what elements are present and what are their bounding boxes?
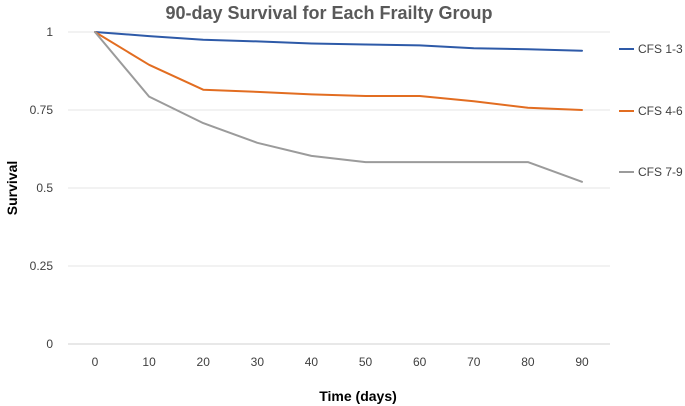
x-tick-label: 10 xyxy=(142,355,156,369)
x-tick-label: 70 xyxy=(467,355,481,369)
chart-title: 90-day Survival for Each Frailty Group xyxy=(165,3,492,23)
x-tick-label: 40 xyxy=(305,355,319,369)
x-axis-title: Time (days) xyxy=(319,388,397,404)
gridlines xyxy=(68,31,610,345)
x-axis-ticks: 0 10 20 30 40 50 60 70 80 90 xyxy=(92,355,589,369)
x-tick-label: 90 xyxy=(575,355,589,369)
y-axis-title: Survival xyxy=(4,161,20,215)
x-tick-label: 60 xyxy=(413,355,427,369)
series-line-3 xyxy=(94,31,583,183)
legend-label: CFS 7-9 xyxy=(638,165,683,179)
x-tick-label: 80 xyxy=(521,355,535,369)
y-tick-label: 0 xyxy=(46,337,53,351)
y-tick-label: 0.5 xyxy=(36,181,53,195)
y-axis-ticks: 0 0.25 0.5 0.75 1 xyxy=(30,25,54,351)
legend-label: CFS 1-3 xyxy=(638,42,683,56)
x-tick-label: 0 xyxy=(92,355,99,369)
y-tick-label: 1 xyxy=(46,25,53,39)
legend: CFS 1-3 CFS 4-6 CFS 7-9 xyxy=(619,42,683,179)
x-tick-label: 20 xyxy=(197,355,211,369)
x-tick-label: 50 xyxy=(359,355,373,369)
series-lines xyxy=(94,31,583,183)
series-line-2 xyxy=(94,31,583,111)
x-tick-label: 30 xyxy=(251,355,265,369)
legend-label: CFS 4-6 xyxy=(638,104,683,118)
y-tick-label: 0.25 xyxy=(30,259,54,273)
y-tick-label: 0.75 xyxy=(30,103,54,117)
series-line-1 xyxy=(94,31,583,52)
